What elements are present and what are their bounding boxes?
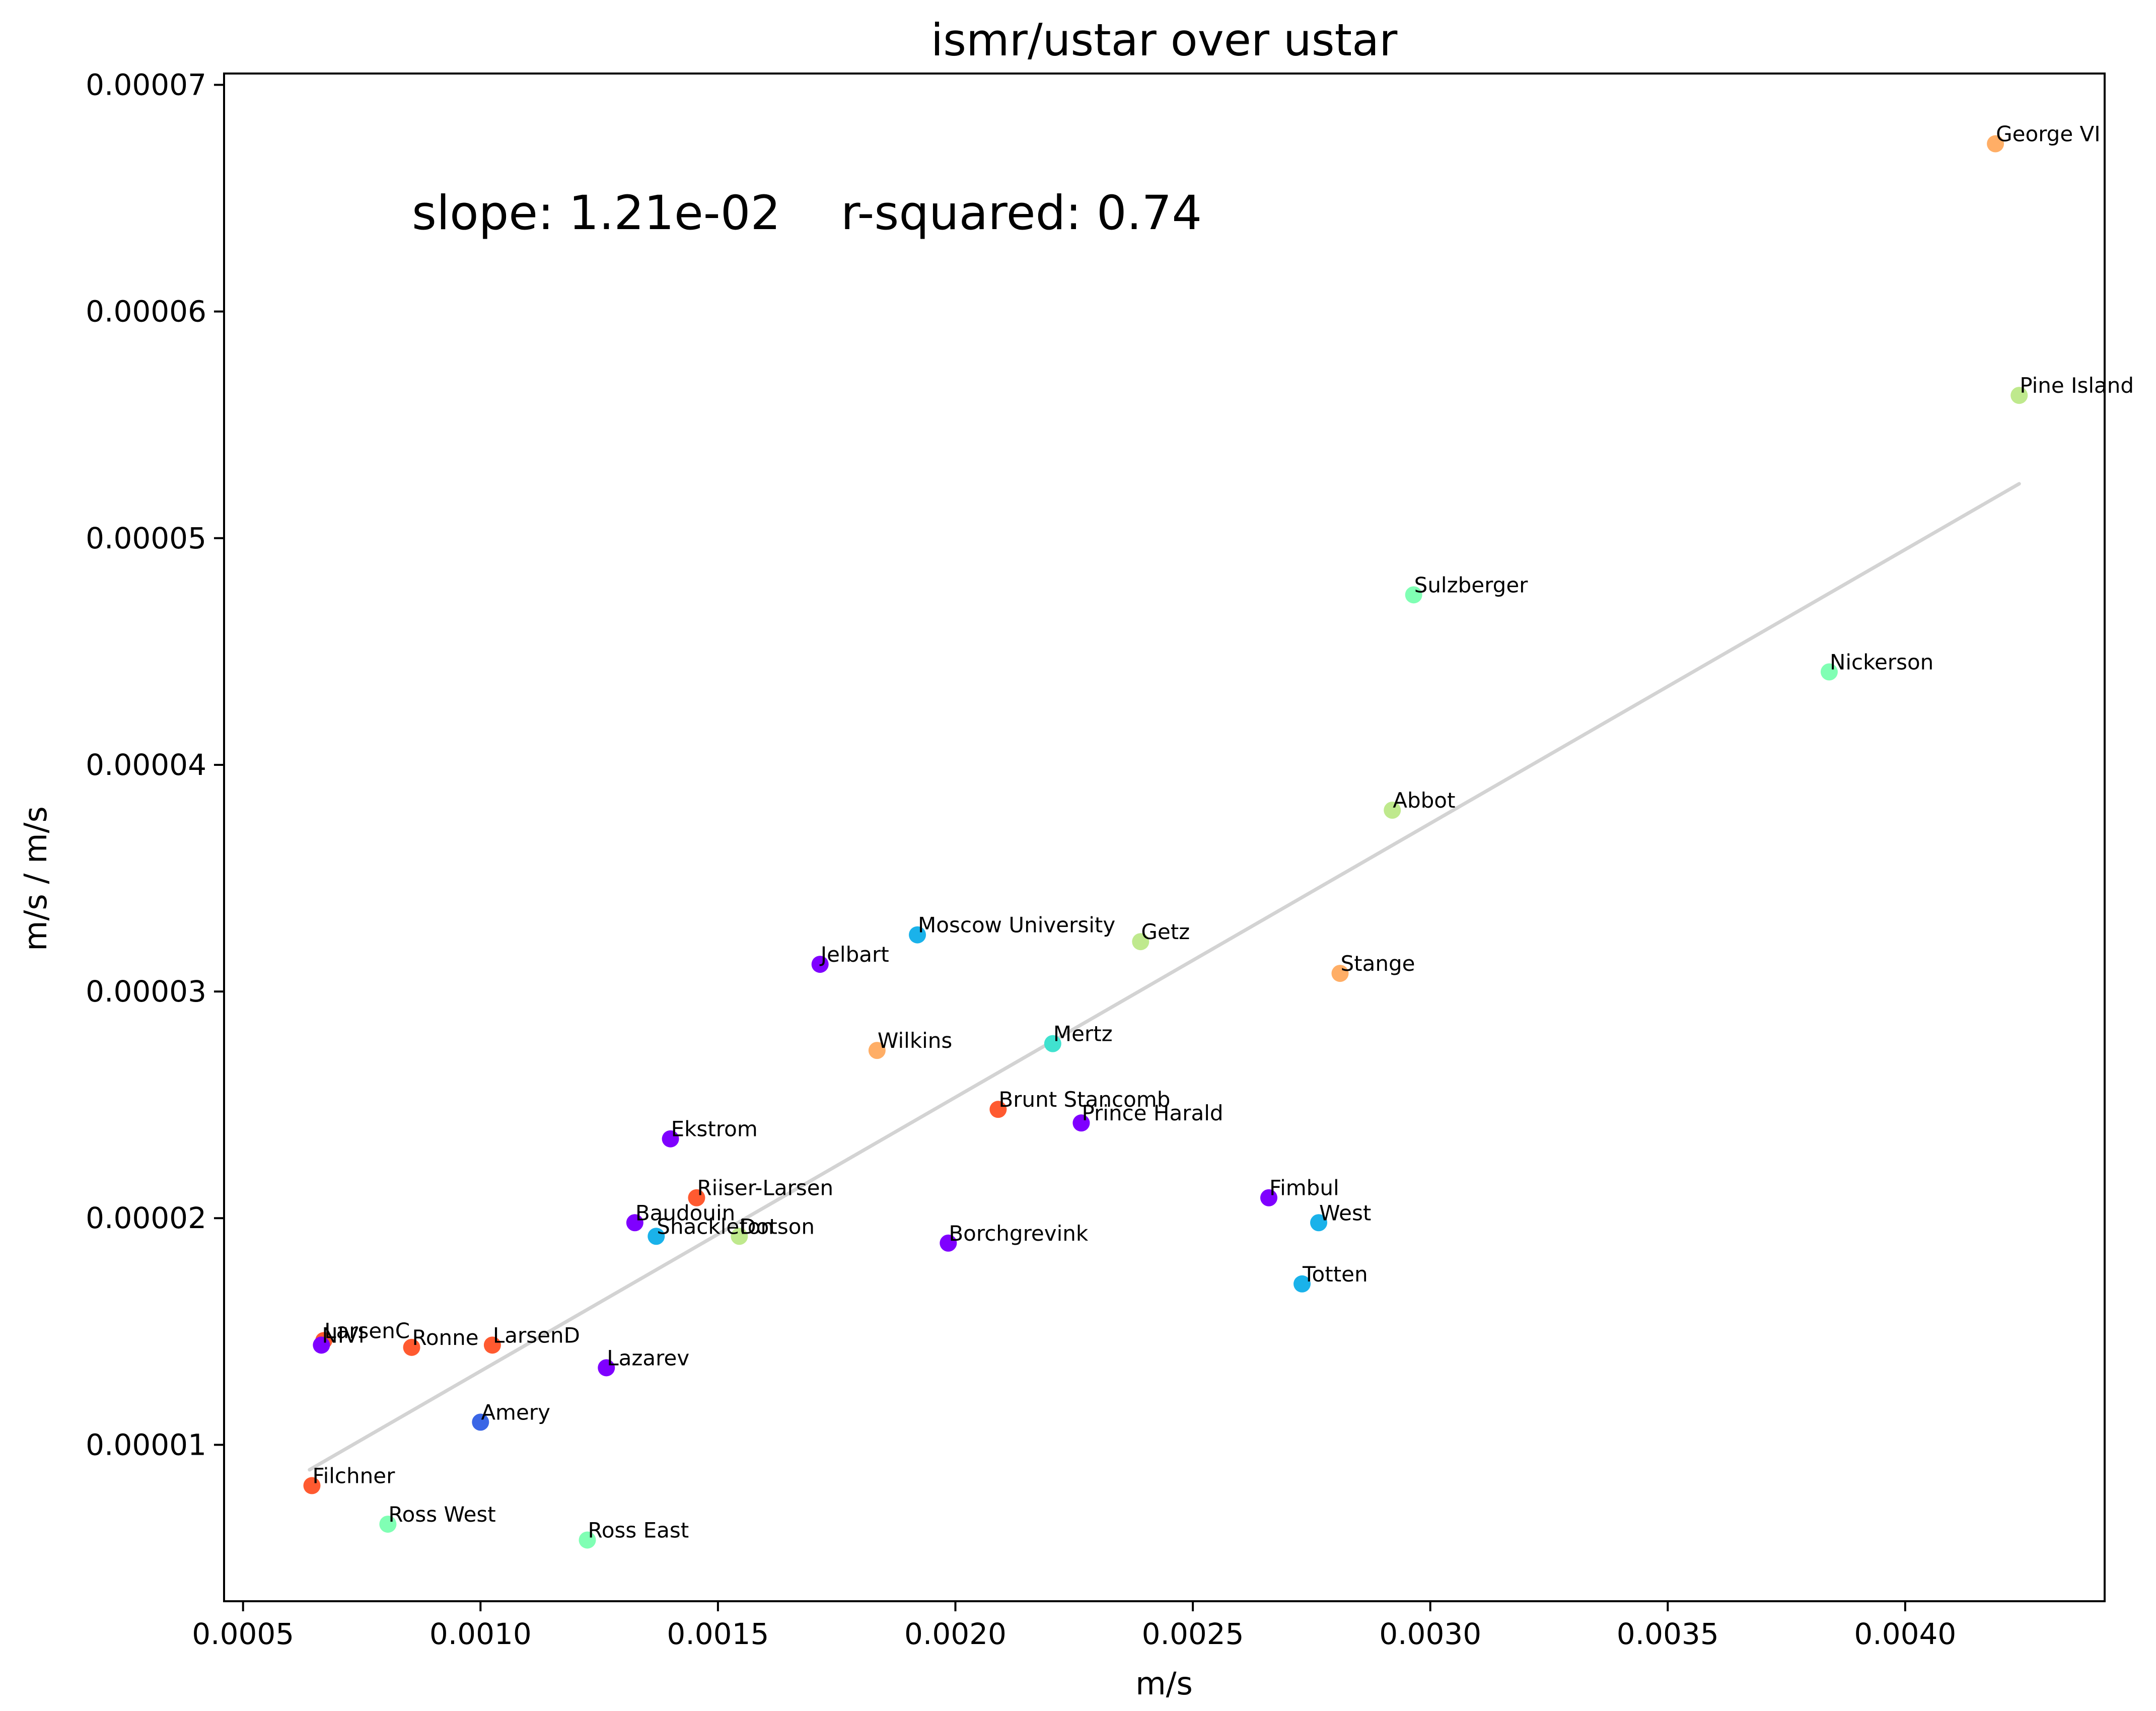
point-label: Sulzberger (1414, 573, 1529, 597)
point-label: Ekstrom (671, 1117, 758, 1142)
point-label: Totten (1302, 1262, 1368, 1287)
y-axis-label: m/s / m/s (17, 806, 54, 951)
point-label: Shackleton (657, 1214, 774, 1239)
data-point (1044, 1035, 1061, 1052)
fit-stats-annotation: slope: 1.21e-02 r-squared: 0.74 (412, 186, 1202, 241)
data-point (472, 1413, 489, 1431)
data-point (731, 1228, 748, 1245)
data-point (909, 926, 926, 944)
data-point (313, 1336, 330, 1354)
point-label: Wilkins (878, 1028, 952, 1053)
x-tick-label: 0.0030 (1379, 1617, 1481, 1651)
data-point (483, 1336, 501, 1354)
data-point (940, 1234, 957, 1252)
regression-line (308, 482, 2021, 1472)
axes-frame (223, 73, 2106, 1602)
point-label: Ross East (588, 1518, 689, 1542)
point-label: Fimbul (1269, 1176, 1339, 1200)
data-point (868, 1042, 886, 1059)
data-point (626, 1214, 643, 1232)
point-label: Dotson (740, 1214, 815, 1239)
x-tick-label: 0.0020 (904, 1617, 1007, 1651)
point-label: Prince Harald (1082, 1101, 1223, 1125)
x-axis-ticks: 0.0005 0.0010 0.0015 0.0020 0.0025 0.0030 0.00… (192, 1601, 1956, 1651)
point-label: LarsenC (324, 1318, 410, 1343)
point-label: Riiser-Larsen (697, 1176, 833, 1200)
y-tick-label: 0.00006 (86, 295, 206, 329)
point-label: Filchner (312, 1463, 395, 1488)
data-point (1384, 801, 1401, 819)
point-label: Moscow University (918, 913, 1115, 938)
data-point (688, 1189, 705, 1206)
point-label: Nickerson (1830, 650, 1933, 674)
point-label: Borchgrevink (949, 1221, 1089, 1246)
point-label: West (1319, 1200, 1371, 1225)
y-tick-label: 0.00005 (86, 521, 206, 555)
x-axis-label: m/s (1135, 1665, 1193, 1702)
data-point (1987, 135, 2004, 153)
data-point (1331, 965, 1349, 982)
x-tick-label: 0.0025 (1142, 1617, 1244, 1651)
chart-title: ismr/ustar over ustar (931, 14, 1398, 66)
plot-area: George VI Pine Island Sulzberger Nickerson A… (303, 122, 2134, 1549)
data-point (2010, 387, 2028, 404)
data-point (379, 1515, 397, 1533)
point-labels: George VI Pine Island Sulzberger Nickerson A… (312, 122, 2134, 1543)
point-label: Getz (1141, 919, 1190, 944)
x-tick-label: 0.0015 (667, 1617, 769, 1651)
data-point (303, 1477, 321, 1494)
data-point (662, 1130, 679, 1148)
data-point (811, 956, 829, 973)
data-point (1405, 586, 1422, 604)
point-label: Ross West (388, 1502, 495, 1527)
x-tick-label: 0.0035 (1617, 1617, 1719, 1651)
x-tick-label: 0.0040 (1854, 1617, 1956, 1651)
data-point (1293, 1275, 1311, 1293)
data-point (579, 1531, 596, 1549)
data-point (989, 1101, 1007, 1118)
y-tick-label: 0.00001 (86, 1428, 206, 1462)
data-point (598, 1359, 615, 1377)
point-label: Brunt Stancomb (998, 1087, 1170, 1112)
point-label: LarsenD (493, 1323, 580, 1347)
data-point (1260, 1189, 1277, 1206)
data-point (1072, 1114, 1090, 1132)
data-point (1820, 663, 1838, 681)
point-label: Amery (481, 1400, 550, 1424)
point-label: Abbot (1393, 788, 1455, 813)
point-label: George VI (1996, 122, 2101, 147)
point-label: Pine Island (2020, 373, 2134, 398)
x-tick-label: 0.0010 (429, 1617, 532, 1651)
point-label: Stange (1340, 951, 1415, 976)
point-label: Ronne (412, 1325, 479, 1350)
data-points (303, 135, 2028, 1549)
point-label: Baudouin (635, 1200, 735, 1225)
data-point (403, 1338, 420, 1356)
y-tick-label: 0.00003 (86, 974, 206, 1009)
point-label: Mertz (1053, 1022, 1113, 1046)
point-label: NIVl (322, 1323, 364, 1347)
data-point (1132, 933, 1149, 951)
y-tick-label: 0.00007 (86, 68, 206, 102)
y-tick-label: 0.00002 (86, 1201, 206, 1235)
x-tick-label: 0.0005 (192, 1617, 294, 1651)
point-label: Jelbart (819, 942, 889, 967)
y-tick-label: 0.00004 (86, 748, 206, 782)
point-label: Lazarev (607, 1345, 689, 1370)
y-axis-ticks: 0.00001 0.00002 0.00003 0.00004 0.00005 0.000… (86, 68, 224, 1462)
data-point (648, 1228, 665, 1245)
data-point (1310, 1214, 1328, 1232)
